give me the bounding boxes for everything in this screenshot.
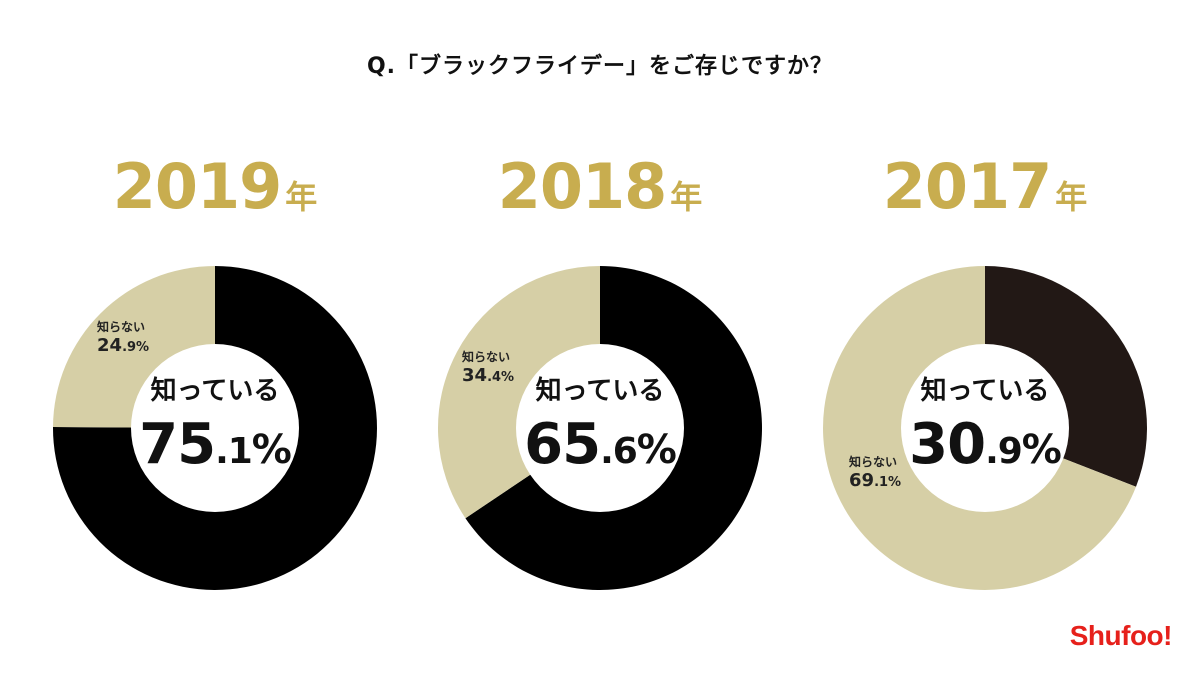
unknown-caption: 知らない	[462, 350, 511, 364]
donut-hole	[516, 344, 684, 512]
year-number: 2017	[882, 150, 1053, 223]
year-unit: 年	[670, 178, 703, 216]
center-value-dec: .1	[215, 431, 253, 472]
donut-svg	[437, 266, 762, 590]
center-value: 75.1%	[45, 412, 385, 477]
unknown-value-dec: .4%	[487, 370, 515, 385]
unknown-value-int: 24	[97, 335, 123, 356]
unknown-value: 24.9%	[97, 335, 149, 358]
unknown-value: 34.4%	[462, 365, 514, 388]
center-value-pct: %	[636, 427, 677, 473]
center-caption: 知っている	[920, 376, 1050, 406]
donut-svg	[52, 266, 377, 590]
unknown-caption: 知らない	[97, 320, 146, 334]
center-caption: 知っている	[535, 376, 665, 406]
chart-title: Q.「ブラックフライデー」をご存じですか？	[366, 54, 834, 79]
shufoo-logo: Shufoo!	[1069, 620, 1173, 651]
year-unit: 年	[285, 178, 318, 216]
center-value-pct: %	[1021, 427, 1062, 473]
donut-hole	[131, 344, 299, 512]
center-value: 65.6%	[430, 412, 770, 477]
donut-hole	[901, 344, 1069, 512]
unknown-value-dec: .1%	[874, 475, 902, 490]
unknown-value: 69.1%	[849, 470, 901, 493]
unknown-label: 知らない 69.1%	[849, 455, 901, 493]
center-value-int: 30	[909, 412, 986, 477]
year-unit: 年	[1055, 178, 1088, 216]
year-number: 2018	[497, 150, 668, 223]
year-heading: 2017 年	[815, 150, 1155, 223]
center-value-int: 75	[139, 412, 216, 477]
donut-chart-2017: 2017 年 知っている 30.9% 知らない 69.1%	[815, 150, 1155, 620]
slice-unknown	[437, 266, 600, 519]
center-value-dec: .9	[985, 431, 1023, 472]
unknown-value-dec: .9%	[122, 340, 150, 355]
year-heading: 2019 年	[45, 150, 385, 223]
donut-chart-2018: 2018 年 知っている 65.6% 知らない 34.4%	[430, 150, 770, 620]
donut-chart-2019: 2019 年 知っている 75.1% 知らない 24.9%	[45, 150, 385, 620]
unknown-value-int: 34	[462, 365, 488, 386]
unknown-caption: 知らない	[849, 455, 898, 469]
donut-svg	[823, 266, 1148, 590]
center-value-pct: %	[251, 427, 292, 473]
center-value: 30.9%	[815, 412, 1155, 477]
year-number: 2019	[112, 150, 283, 223]
center-value-int: 65	[524, 412, 601, 477]
unknown-value-int: 69	[849, 470, 875, 491]
unknown-label: 知らない 24.9%	[97, 320, 149, 358]
year-heading: 2018 年	[430, 150, 770, 223]
center-caption: 知っている	[150, 376, 280, 406]
unknown-label: 知らない 34.4%	[462, 350, 514, 388]
center-value-dec: .6	[600, 431, 638, 472]
